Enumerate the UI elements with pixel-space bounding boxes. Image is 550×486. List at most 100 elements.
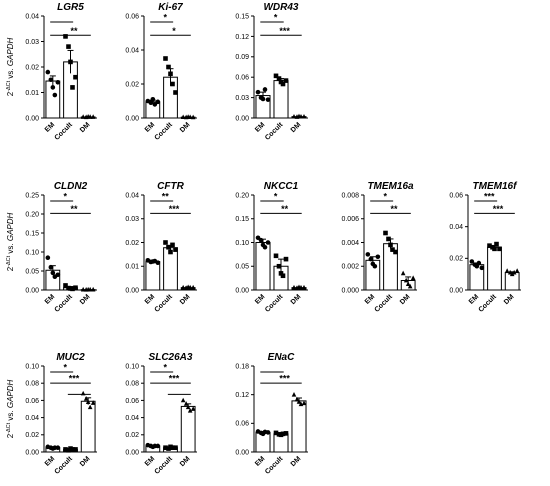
y-tick-label: 0.12 [235,392,249,399]
y-axis-label: 2-ΔCt vs. GAPDH [6,379,15,438]
panel-title: MUC2 [56,352,85,363]
y-tick-label: 0.00 [25,287,39,294]
x-tick-label: DM [290,121,303,134]
significance-label: * [63,363,67,373]
bar-cocult [487,246,502,291]
panel-title: WDR43 [263,2,298,13]
panel-title: NKCC1 [264,181,299,192]
data-point [50,270,56,276]
data-point [393,249,398,255]
data-point [66,44,71,49]
y-tick-label: 0.02 [25,64,39,71]
data-point [190,114,196,120]
y-tick-label: 0.08 [25,381,39,388]
y-tick-label: 0.002 [341,264,359,271]
y-tick-label: 0.25 [25,192,39,199]
y-tick-label: 0.06 [125,398,139,405]
data-point [479,265,485,271]
data-point [273,430,279,436]
data-point [180,114,186,120]
data-point [90,400,96,405]
y-tick-label: 0.00 [235,115,249,122]
data-point [255,89,261,95]
significance-label: *** [69,374,80,384]
data-point [183,401,189,406]
y-tick-label: 0.06 [449,192,463,199]
x-tick-label: Cocult [54,293,75,314]
data-point [80,286,86,292]
data-point [296,399,302,404]
x-tick-label: Cocult [264,455,285,476]
panel-title: TMEM16a [367,181,414,192]
data-point [511,269,517,275]
y-tick-label: 0.10 [25,363,39,370]
data-point [73,74,78,80]
significance-label: ** [71,204,79,214]
y-tick-label: 0.10 [25,249,39,256]
data-point [63,34,68,39]
data-point [173,445,178,450]
data-point [48,264,54,270]
x-tick-label: DM [179,455,192,468]
x-tick-label: EM [44,455,56,467]
data-point [273,253,279,259]
x-tick-label: EM [44,293,56,305]
data-point [273,73,279,79]
data-point [276,76,282,81]
y-tick-label: 0.02 [125,432,139,439]
bar-dm [180,405,196,453]
data-point [152,102,158,107]
data-point [301,400,307,406]
data-point [70,286,75,292]
x-tick-label: DM [179,293,192,306]
significance-label: ** [391,204,399,214]
x-tick-label: Cocult [374,293,395,314]
x-tick-label: DM [79,293,92,306]
significance-label: *** [484,192,495,202]
data-point [514,268,520,273]
significance-label: * [172,26,176,36]
panel-tmem16a: TMEM16a 0.000 0.002 0.004 0.006 0.008 EMCocult… [341,181,417,314]
panel-title: SLC26A3 [149,352,193,363]
data-point [55,272,61,278]
y-tick-label: 0.15 [25,230,39,237]
data-point [301,113,307,119]
y-axis-label: 2-ΔCt vs. GAPDH [6,212,15,271]
significance-label: * [274,13,278,23]
x-tick-label: DM [503,293,516,306]
data-point [386,236,391,242]
y-tick-label: 0.05 [235,264,249,271]
panel-title: CFTR [157,181,184,192]
data-point [298,113,304,119]
data-point [90,114,96,119]
x-tick-label: DM [290,455,303,468]
data-point [63,447,68,452]
data-point [487,243,492,248]
data-point [63,283,68,288]
data-point [365,252,371,257]
data-point [405,281,411,286]
data-point [170,81,175,87]
bar-em [145,261,161,291]
x-tick-label: EM [254,293,266,305]
data-point [80,114,86,119]
data-point [55,80,61,85]
data-point [280,273,286,279]
data-point [283,256,289,262]
data-point [163,56,168,61]
y-tick-label: 0.02 [449,256,463,263]
data-point [301,284,307,290]
x-tick-label: DM [79,121,92,134]
data-point [70,447,75,452]
bar-em [255,242,271,291]
x-tick-label: EM [468,293,480,305]
data-point [45,69,51,75]
panel-title: Ki-67 [158,2,183,13]
data-point [476,260,482,266]
data-point [173,247,178,252]
data-point [190,284,196,290]
